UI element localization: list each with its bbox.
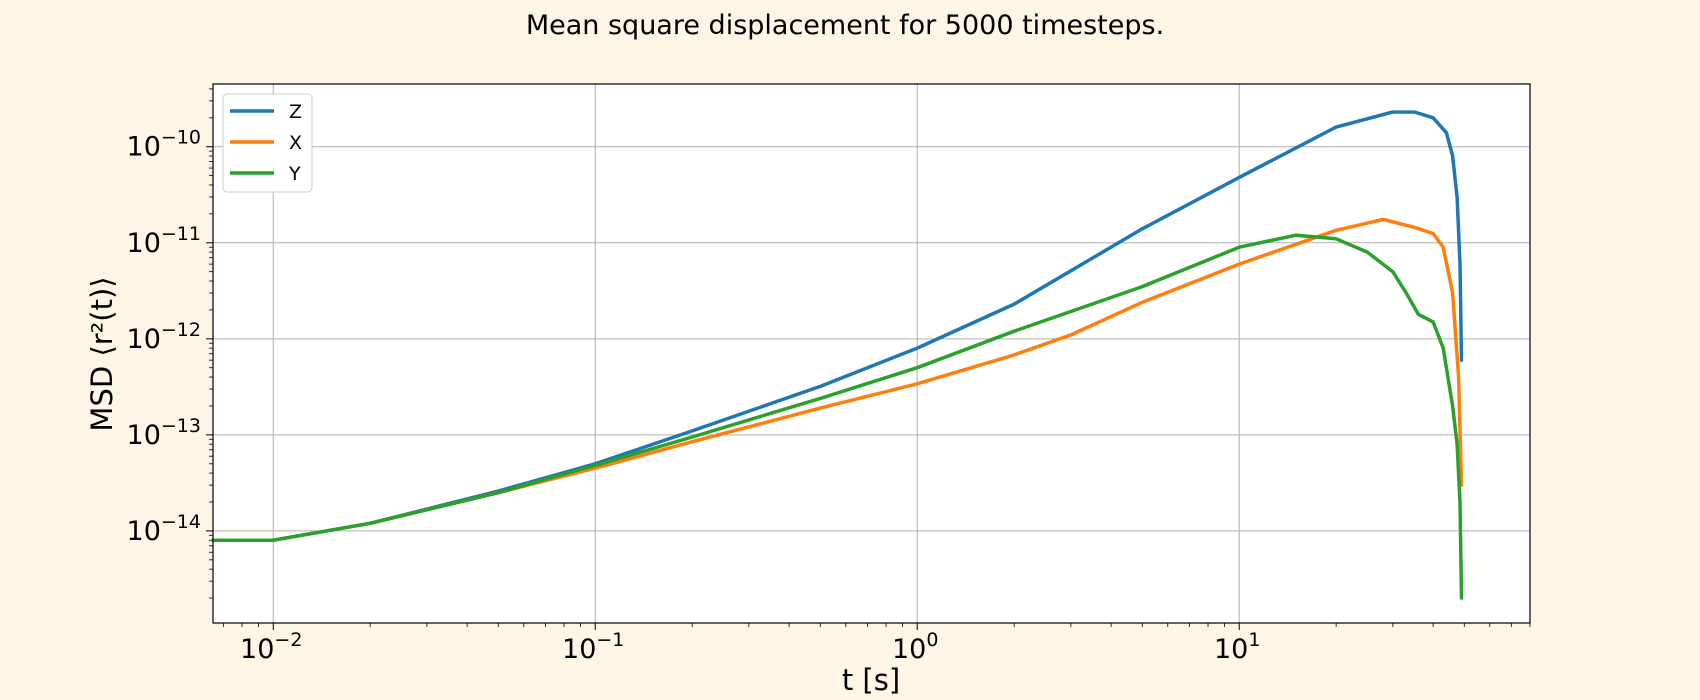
x-tick-label: 101 xyxy=(1214,629,1260,665)
plot-area xyxy=(213,84,1530,623)
x-axis-ticks: 10−2 10−1 100 101 xyxy=(240,623,1260,665)
y-tick-label: 10−10 xyxy=(127,127,201,163)
minor-ticks xyxy=(209,88,1531,627)
y-tick-label: 10−13 xyxy=(127,415,201,451)
y-tick-label: 10−12 xyxy=(127,319,201,355)
x-axis-label: t [s] xyxy=(842,663,900,697)
chart-title: Mean square displacement for 5000 timest… xyxy=(526,10,1164,41)
x-tick-label: 10−1 xyxy=(562,629,624,665)
y-axis-ticks: 10−14 10−13 10−12 10−11 10−10 xyxy=(127,127,213,547)
series-lines xyxy=(213,112,1462,598)
x-tick-label: 100 xyxy=(892,629,938,665)
plot-border xyxy=(212,83,1531,624)
legend-label-x: X xyxy=(289,132,302,154)
legend: ZXY xyxy=(222,93,313,193)
series-line-y xyxy=(213,235,1462,598)
y-axis-label: MSD ⟨r²(t)⟩ xyxy=(85,276,119,431)
legend-label-y: Y xyxy=(288,163,301,185)
y-tick-label: 10−11 xyxy=(127,223,201,259)
x-tick-label: 10−2 xyxy=(240,629,302,665)
grid-lines xyxy=(213,84,1530,623)
legend-label-z: Z xyxy=(289,101,302,123)
y-tick-label: 10−14 xyxy=(127,511,201,547)
